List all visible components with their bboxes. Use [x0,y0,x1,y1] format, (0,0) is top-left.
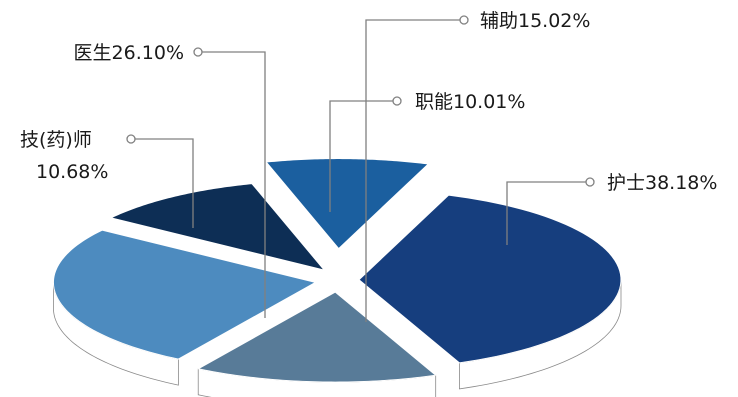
label-doctor: 医生26.10% [74,42,184,64]
leader-nurse [506,181,586,245]
leader-dot-aux [459,15,469,25]
leader-tech [135,138,194,228]
slice-tops [52,158,622,383]
leader-admin [329,100,393,212]
leader-dot-tech [126,134,136,144]
label-tech-name: 技(药)师 [20,129,92,151]
slice-admin [265,158,430,250]
leader-dot-doctor [193,47,203,57]
slice-doctor [52,229,317,360]
label-tech-value: 10.68% [36,161,108,183]
slice-tech [109,183,326,271]
label-admin: 职能10.01% [415,91,525,113]
leader-doctor [202,51,266,318]
leader-dot-nurse [585,177,595,187]
slice-aux [196,291,437,383]
label-nurse: 护士38.18% [607,172,717,194]
leader-aux [365,19,460,322]
slice-nurse [358,194,622,364]
leader-dot-admin [392,96,402,106]
label-aux: 辅助15.02% [480,10,590,32]
